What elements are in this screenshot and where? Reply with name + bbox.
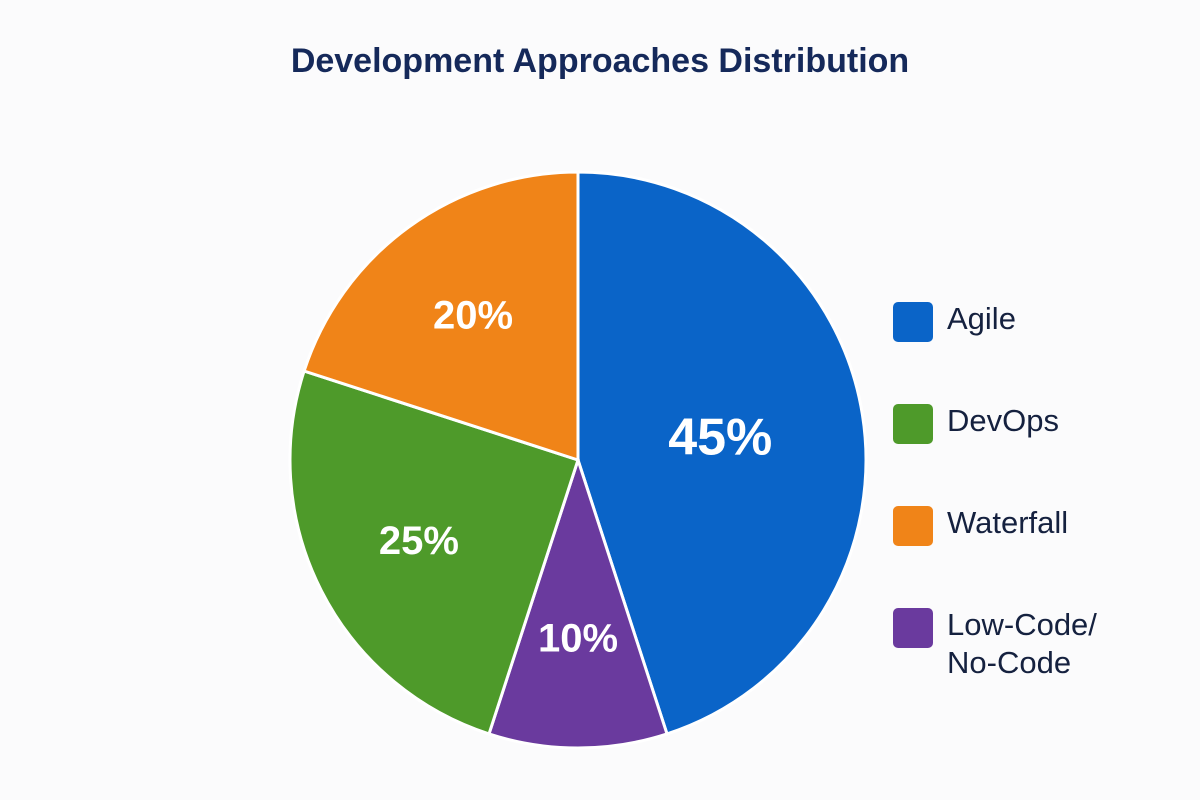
legend-label: DevOps — [947, 403, 1059, 438]
legend-swatch — [893, 608, 933, 648]
legend-label: Agile — [947, 301, 1016, 336]
legend-item-agile: Agile — [893, 300, 1107, 402]
chart-title: Development Approaches Distribution — [290, 42, 910, 80]
legend-item-devops: DevOps — [893, 402, 1107, 504]
data-label: 20% — [433, 294, 513, 338]
pie-slice-agile — [576, 170, 868, 736]
legend-swatch — [893, 506, 933, 546]
legend-item-low-code: Low-Code/ No-Code — [893, 606, 1107, 708]
legend: Agile DevOps Waterfall Low-Code/ No-Code — [893, 300, 1107, 708]
pie-slice-low-code-no-code — [487, 455, 669, 750]
legend-item-waterfall: Waterfall — [893, 504, 1107, 606]
pie-slice-devops — [288, 369, 580, 736]
data-label: 25% — [379, 519, 459, 563]
data-label: 10% — [538, 617, 618, 661]
legend-label: Low-Code/ No-Code — [947, 607, 1097, 680]
pie-slice-waterfall — [302, 170, 580, 463]
legend-label: Waterfall — [947, 505, 1069, 540]
data-label: 45% — [668, 408, 772, 466]
legend-swatch — [893, 302, 933, 342]
legend-swatch — [893, 404, 933, 444]
